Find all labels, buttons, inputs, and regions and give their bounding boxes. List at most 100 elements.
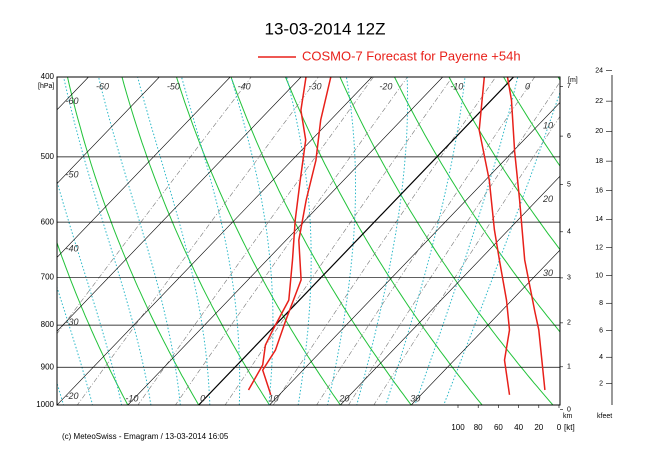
km-tick-label: 3 (567, 275, 571, 282)
legend-label: COSMO-7 Forecast for Payerne +54h (302, 48, 521, 63)
kfeet-tick-label: 16 (595, 187, 603, 194)
moist-adiabat (137, 77, 211, 405)
mixing-ratio-line (272, 77, 497, 405)
kt-tick-label: 80 (474, 423, 483, 432)
isotherm-label: 20 (338, 393, 349, 403)
kt-unit: [kt] (564, 423, 575, 432)
plot-area (57, 77, 560, 405)
dry-adiabat (66, 77, 200, 405)
isotherm (127, 77, 443, 405)
y-tick-label: 400 (41, 72, 55, 81)
mixing-ratio-line (137, 77, 374, 405)
dry-adiabat (57, 241, 129, 405)
mixing-ratio-line (316, 77, 536, 405)
isotherm-label: 0 (525, 81, 530, 91)
kfeet-tick-label: 18 (595, 158, 603, 165)
isotherm-label: 20 (542, 194, 553, 204)
mixing-ratio-line (373, 115, 560, 405)
y-axis-unit: [hPa] (38, 83, 54, 90)
y-tick-label: 1000 (36, 400, 54, 409)
y-tick-label: 600 (41, 217, 55, 226)
m-unit: [m] (568, 77, 578, 84)
profiles (247, 77, 546, 396)
wind-profile (506, 77, 546, 391)
isotherm (340, 175, 560, 405)
chart-title: 13-03-2014 12Z (265, 19, 386, 38)
km-tick-label: 1 (567, 364, 571, 371)
km-tick-label: 0 (567, 407, 571, 414)
dry-adiabat (393, 77, 560, 333)
kfeet-tick-label: 20 (595, 128, 603, 135)
y-tick-label: 700 (41, 272, 55, 281)
moist-adiabat (414, 77, 519, 405)
km-tick-label: 7 (567, 83, 571, 90)
isotherm (57, 77, 231, 258)
dry-adiabat (503, 77, 560, 167)
km-tick-label: 2 (567, 320, 571, 327)
isotherm-label: -10 (450, 81, 463, 91)
isotherm-label: -10 (125, 393, 138, 403)
kfeet-tick-label: 8 (599, 300, 603, 307)
kfeet-tick-label: 4 (599, 354, 603, 361)
moist-adiabat (230, 77, 274, 405)
isotherm (411, 249, 560, 405)
kfeet-tick-label: 2 (599, 381, 603, 388)
mixing-ratio-line (76, 77, 319, 405)
km-tick-label: 6 (567, 133, 571, 140)
moist-adiabat (356, 77, 409, 405)
kt-tick-label: 60 (494, 423, 503, 432)
dry-adiabat (175, 77, 342, 405)
isotherm-label: -30 (309, 81, 322, 91)
isotherm-label: 0 (200, 393, 205, 403)
isotherm (57, 77, 160, 185)
y-tick-label: 800 (41, 320, 55, 329)
dry-adiabat (448, 77, 560, 251)
footer: (c) MeteoSwiss - Emagram / 13-03-2014 16… (62, 432, 229, 441)
isotherm (269, 101, 560, 405)
isotherm-label: -20 (65, 391, 78, 401)
moist-adiabat (385, 77, 466, 405)
km-tick-label: 4 (567, 229, 571, 236)
isotherm-label: 10 (269, 393, 279, 403)
isotherm-label: -40 (65, 243, 78, 253)
moist-adiabat (326, 77, 356, 405)
y-tick-label: 500 (41, 152, 55, 161)
mixing-ratio-line (57, 77, 252, 335)
isotherm-label: 10 (543, 120, 553, 130)
moist-adiabat (443, 90, 560, 405)
isotherm-label: -40 (238, 81, 251, 91)
y-tick-label: 900 (41, 362, 55, 371)
kt-tick-label: 100 (451, 423, 465, 432)
kt-tick-label: 20 (534, 423, 543, 432)
plot-frame (56, 76, 561, 406)
isotherm-label: 30 (543, 268, 553, 278)
dry-adiabat (284, 77, 483, 405)
kfeet-tick-label: 22 (595, 98, 603, 105)
isotherm-label: -60 (96, 81, 109, 91)
km-label: km (563, 413, 573, 420)
dry-adiabat (121, 77, 271, 405)
km-tick-label: 5 (567, 181, 571, 188)
kfeet-label: kfeet (597, 413, 612, 420)
dry-adiabat (339, 77, 554, 405)
temperature-profile (247, 77, 307, 391)
isotherm-label: -30 (65, 317, 78, 327)
isotherm-label: -50 (65, 170, 78, 180)
kt-tick-label: 40 (514, 423, 523, 432)
kfeet-tick-label: 6 (599, 327, 603, 334)
wind-profile (478, 77, 511, 395)
moist-adiabat (63, 77, 152, 405)
isotherm-label: -20 (379, 81, 392, 91)
kfeet-tick-label: 10 (595, 273, 603, 280)
isotherm-label: -60 (65, 96, 78, 106)
kfeet-tick-label: 24 (595, 67, 603, 74)
isotherm (198, 77, 515, 405)
temperature-profile (261, 77, 332, 396)
isotherm (57, 77, 302, 332)
kfeet-tick-label: 12 (595, 245, 603, 252)
isotherm-label: 30 (410, 393, 420, 403)
isotherm-label: -50 (167, 81, 180, 91)
moist-adiabat (180, 77, 241, 405)
